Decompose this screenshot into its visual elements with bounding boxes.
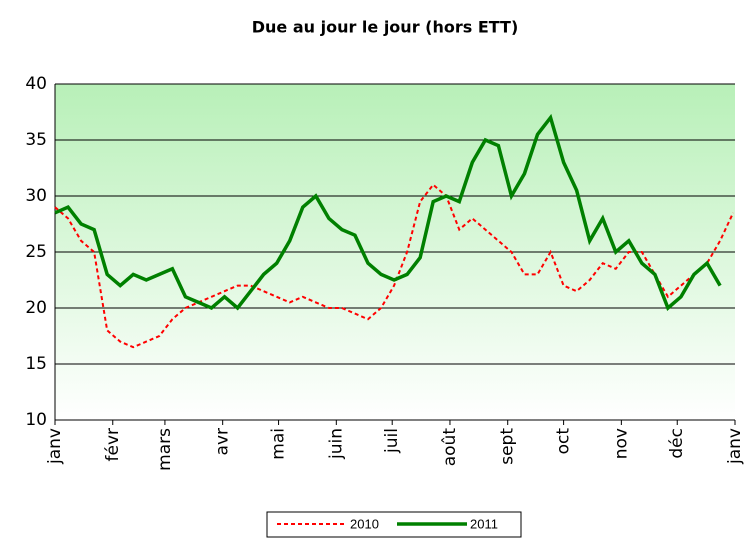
x-tick-label: août (440, 428, 460, 467)
x-tick-label: janv (725, 428, 745, 465)
x-tick-label: déc (667, 428, 687, 459)
x-tick-label: mai (269, 428, 289, 460)
x-tick-label: févr (103, 428, 123, 462)
y-tick-label: 35 (25, 130, 47, 150)
x-tick-label: avr (213, 428, 233, 455)
x-tick-label: oct (554, 428, 574, 455)
line-series (54, 113, 722, 311)
y-tick-label: 40 (25, 74, 47, 94)
chart-title: Due au jour le jour (hors ETT) (252, 18, 519, 37)
y-tick-label: 10 (25, 410, 47, 430)
legend-label: 2011 (470, 516, 498, 531)
x-tick-label: juil (382, 428, 402, 454)
y-tick-label: 30 (25, 186, 47, 206)
legend (266, 511, 522, 538)
y-tick-label: 25 (25, 242, 47, 262)
x-tick-label: nov (611, 428, 631, 459)
legend-label: 2010 (350, 516, 379, 531)
x-tick-label: mars (155, 428, 175, 471)
y-tick-label: 20 (25, 298, 47, 318)
line-series (54, 183, 735, 349)
x-tick-label: janv (45, 428, 65, 465)
x-tick-label: sept (498, 428, 518, 465)
x-tick-label: juin (326, 428, 346, 460)
y-tick-label: 15 (25, 354, 47, 374)
